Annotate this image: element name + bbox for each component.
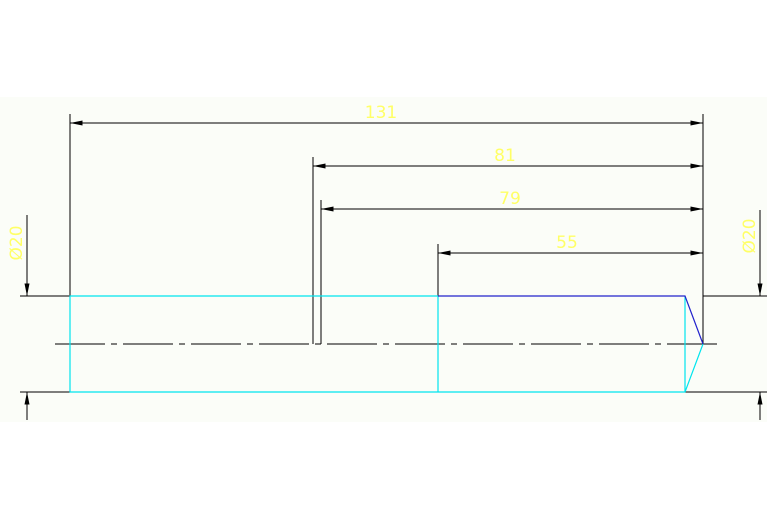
dimension-text-79: 79 [499,189,521,209]
diameter-text-right: Ø20 [740,218,760,253]
dimension-text-131: 131 [365,103,397,123]
shaft-outline [69,295,704,393]
diameter-text-left: Ø20 [7,225,27,260]
extension-lines [20,114,767,393]
dimension-text-55: 55 [556,233,578,253]
dimension-text-81: 81 [494,146,516,166]
drawing-area [0,97,767,422]
